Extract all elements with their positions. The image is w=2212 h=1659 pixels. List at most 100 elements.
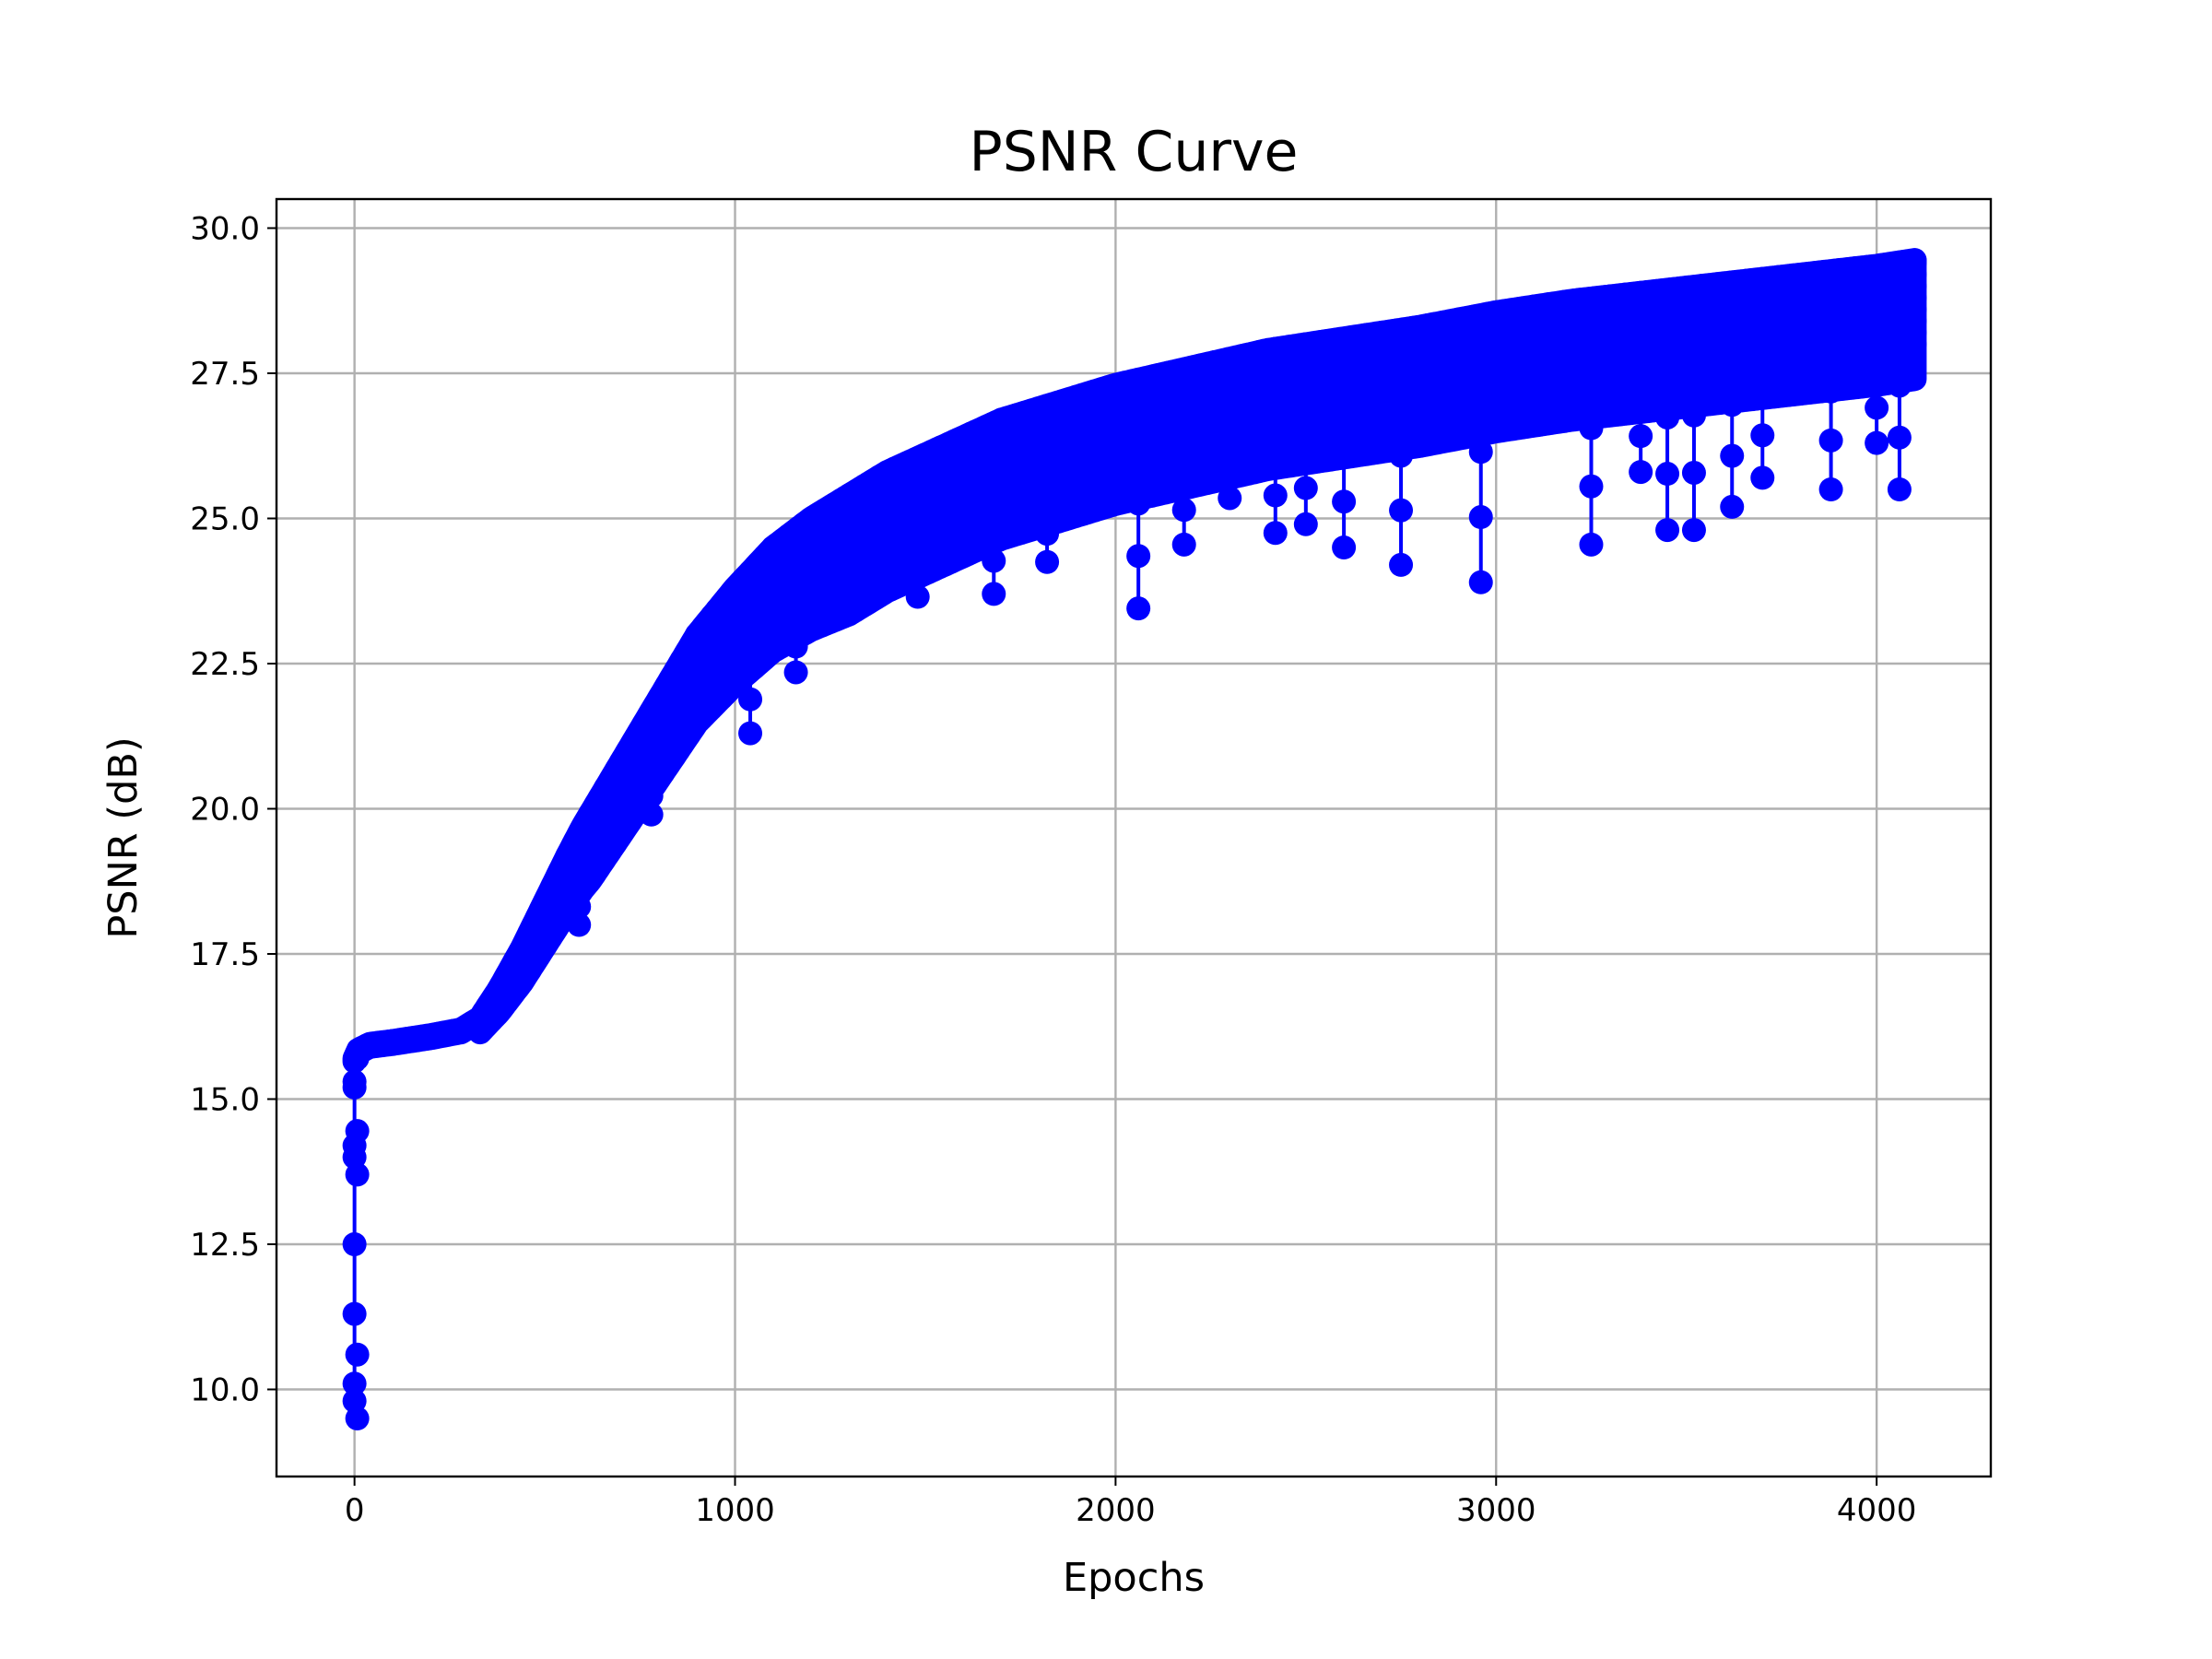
y-tick-label: 30.0 [190,211,260,248]
data-point [1750,465,1775,490]
data-point [1105,372,1130,397]
data-point [639,802,664,827]
data-point [1332,419,1357,444]
data-point [1126,544,1151,569]
data-point [1797,275,1822,300]
data-point [708,598,733,623]
data-point [1126,491,1151,516]
data-point [783,634,808,659]
data-point [1544,295,1569,320]
data-point [1902,251,1927,276]
data-point [1441,401,1466,426]
y-tick-label: 20.0 [190,792,260,829]
data-point [1468,570,1493,594]
data-point [1579,474,1604,499]
data-point [1338,438,1363,463]
data-point [626,771,651,795]
x-tick-label: 2000 [1076,1492,1156,1529]
data-point [1818,428,1843,453]
data-point [1530,311,1555,335]
data-point [845,592,870,617]
data-point [825,547,850,572]
data-point [1140,467,1165,492]
data-point [1218,463,1242,488]
data-point [1720,494,1745,519]
data-point [564,828,589,853]
data-point [1496,383,1521,408]
data-point [738,687,763,712]
data-point [1640,298,1665,323]
data-point [1030,440,1055,465]
data-point [342,1301,367,1326]
x-tick-label: 1000 [695,1492,775,1529]
data-point [905,584,930,609]
data-point [1297,441,1322,466]
y-axis-label: PSNR (dB) [100,736,147,938]
data-point [1708,346,1733,371]
y-tick-label: 15.0 [190,1082,260,1119]
data-point [1304,381,1329,406]
data-point [1750,423,1775,448]
data-point [1629,388,1653,413]
y-tick-label: 27.5 [190,356,260,393]
data-point [729,584,754,609]
data-point [1428,378,1453,403]
data-point [1629,424,1653,449]
data-point [1126,596,1151,621]
data-point [1845,345,1870,370]
data-point [1783,300,1808,325]
data-point [537,920,562,945]
data-point [1293,512,1318,536]
data-point [1468,417,1493,441]
data-point [1454,379,1479,404]
data-point [1119,429,1144,453]
data-point [489,996,514,1021]
data-point [496,976,521,1001]
data-point [1743,310,1768,335]
data-point [1147,406,1171,430]
data-point [1720,443,1745,468]
data-point [1389,498,1414,523]
data-point [1171,532,1196,557]
axis-ticks: 0 1000 2000 3000 4000 10.0 12.5 15.0 17.5 20.0 22.… [190,211,1916,1530]
data-point [1811,314,1836,339]
data-point [1218,486,1242,511]
data-point [578,859,603,884]
data-point [1160,385,1185,410]
data-point [1043,502,1068,527]
data-point [1414,427,1439,452]
data-point [1332,489,1357,514]
data-point [1681,460,1706,485]
data-point [667,733,692,758]
data-point [1171,498,1196,523]
data-point [722,650,747,675]
data-point [1009,472,1034,497]
plot-frame [275,197,1993,1478]
data-point [1606,310,1630,335]
data-point [633,745,658,770]
data-point [1318,402,1343,427]
data-point [1249,410,1274,435]
data-point [674,664,699,688]
x-axis-label: Epochs [1063,1555,1205,1601]
data-point [1818,379,1843,404]
data-point [1078,454,1103,479]
data-point [1071,413,1096,438]
data-point [1660,324,1685,349]
data-point [738,721,763,746]
data-point [345,1119,370,1144]
data-point [907,515,932,540]
data-point [646,727,671,752]
data-point [1655,518,1680,543]
y-tick-label: 12.5 [190,1227,260,1264]
data-point [1818,477,1843,501]
data-series [342,248,1927,1430]
data-point [1681,518,1706,543]
data-point [1579,416,1604,441]
data-point [1035,522,1060,547]
data-point [1345,335,1370,359]
data-point [763,627,788,652]
data-point [1791,366,1816,391]
data-point [1468,505,1493,530]
